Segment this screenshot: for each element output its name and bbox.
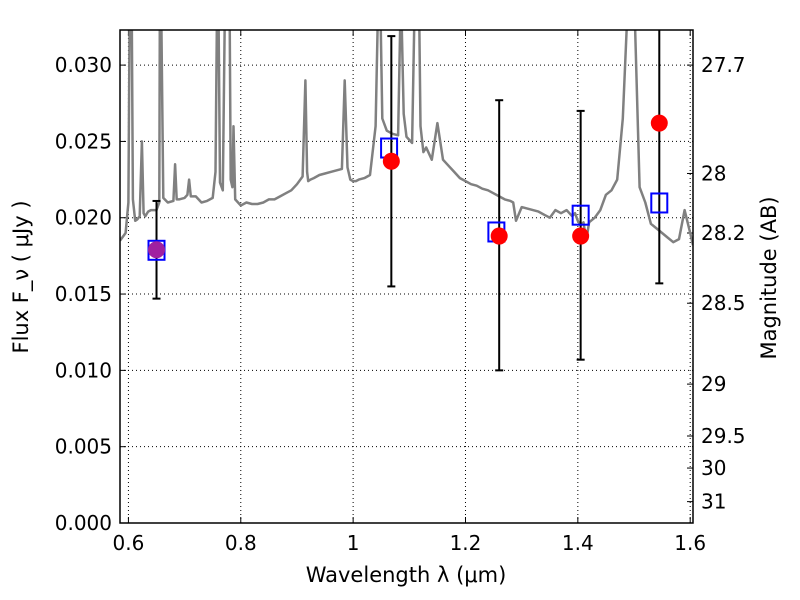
y-tick-label: 0.020 xyxy=(55,206,112,230)
y2-tick-labels: 27.7 28 28.2 28.5 29 29.5 30 31 xyxy=(701,53,746,514)
y2-tick-label: 28.5 xyxy=(701,291,746,315)
data-markers xyxy=(147,30,669,372)
model-flux-square xyxy=(571,204,590,226)
x-tick-label: 0.8 xyxy=(225,531,257,555)
y-axis-label: Flux F_ν ( μJy ) xyxy=(9,200,34,353)
y2-tick-label: 28.2 xyxy=(701,221,746,245)
y-tick-label: 0.005 xyxy=(55,435,112,459)
y2-tick-label: 29 xyxy=(701,372,726,396)
spectrum-line xyxy=(120,30,693,246)
y2-tick-label: 27.7 xyxy=(701,53,746,77)
model-spectrum xyxy=(120,30,693,246)
observed-flux-point xyxy=(148,241,166,259)
axis-ticks xyxy=(120,30,693,524)
x-tick-label: 1 xyxy=(347,531,360,555)
y-tick-labels: 0.000 0.005 0.010 0.015 0.020 0.025 0.030 xyxy=(55,53,112,535)
model-flux-square xyxy=(650,192,669,214)
y-tick-label: 0.025 xyxy=(55,129,112,153)
y2-tick-label: 28 xyxy=(701,161,726,185)
y2-tick-label: 30 xyxy=(701,456,726,480)
observed-flux-point xyxy=(382,152,400,170)
observed-flux-point xyxy=(572,227,590,245)
x-tick-label: 0.6 xyxy=(113,531,145,555)
x-axis-label: Wavelength λ (μm) xyxy=(306,563,507,587)
y2-tick-label: 31 xyxy=(701,490,726,514)
y-tick-label: 0.030 xyxy=(55,53,112,77)
x-tick-label: 1.6 xyxy=(674,531,706,555)
y-tick-label: 0.000 xyxy=(55,511,112,535)
x-tick-labels: 0.6 0.8 1 1.2 1.4 1.6 xyxy=(113,531,707,555)
y-tick-label: 0.010 xyxy=(55,358,112,382)
y2-tick-label: 29.5 xyxy=(701,424,746,448)
plot-frame xyxy=(119,29,694,524)
observed-flux-point xyxy=(490,227,508,245)
y-tick-label: 0.015 xyxy=(55,282,112,306)
grid-lines xyxy=(120,30,693,524)
x-tick-label: 1.4 xyxy=(562,531,594,555)
y2-axis-label: Magnitude (AB) xyxy=(757,196,781,359)
x-tick-label: 1.2 xyxy=(450,531,482,555)
observed-flux-point xyxy=(650,114,668,132)
